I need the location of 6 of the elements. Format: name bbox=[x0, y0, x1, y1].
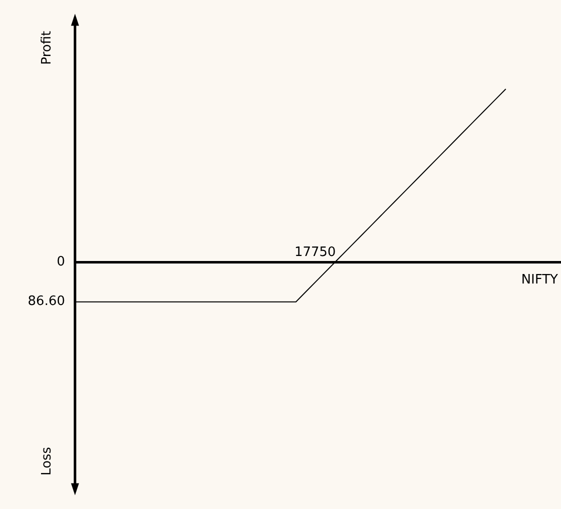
annotation: 17750 bbox=[294, 244, 336, 260]
text: Loss bbox=[39, 446, 54, 476]
text: Profit bbox=[39, 30, 54, 65]
y-tick-label: 86.60 bbox=[28, 294, 65, 310]
y-tick-label: 0 bbox=[56, 254, 65, 270]
annotation: NIFTY bbox=[521, 272, 558, 288]
